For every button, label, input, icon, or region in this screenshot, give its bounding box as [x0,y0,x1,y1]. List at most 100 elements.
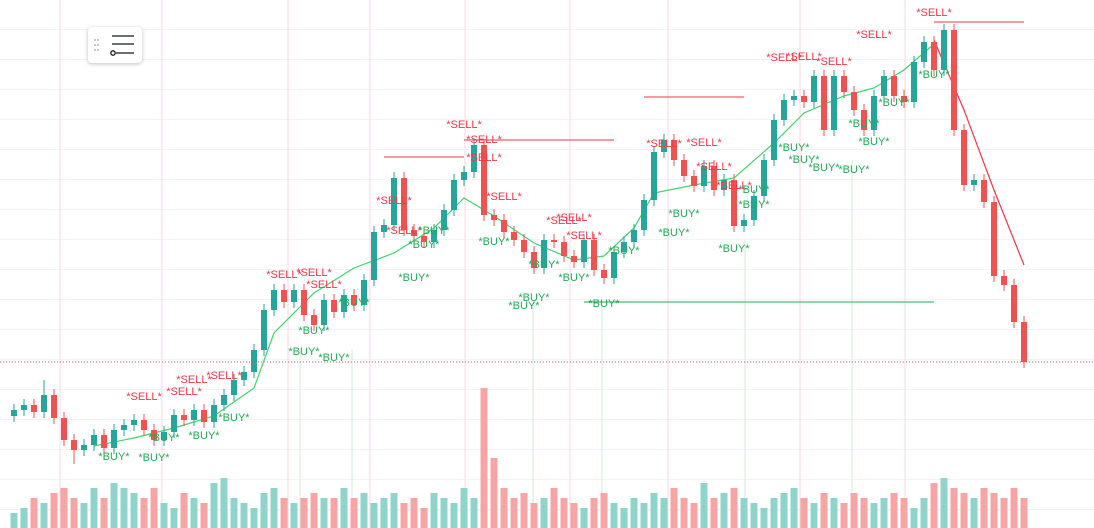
signal-label: *BUY* [338,297,370,309]
candle-body [331,300,337,312]
signal-label: *BUY* [298,325,330,337]
candle-body [671,140,677,160]
signal-label: *SELL* [466,152,502,164]
signal-label: *SELL* [466,134,502,146]
candle-body [211,405,217,422]
candle-body [131,420,137,425]
signal-label: *SELL* [816,56,852,68]
signal-label: *BUY* [738,184,770,196]
candle-body [321,300,327,325]
volume-bar [920,498,928,528]
volume-bar [760,508,768,528]
candle-body [201,410,207,422]
candle-body [871,96,877,130]
volume-bar [690,503,698,528]
signal-label: *SELL* [206,370,242,382]
candle-body [371,232,377,280]
candle-body [1011,285,1017,322]
volume-bar [1010,488,1018,528]
candle-body [351,295,357,305]
candle-body [541,240,547,268]
candle-body [791,96,797,100]
candle-body [931,42,937,70]
signal-label: *BUY* [98,451,130,463]
volume-bar [400,503,408,528]
candle-body [261,310,267,350]
signal-label: *BUY* [418,225,450,237]
candle-body [221,395,227,405]
signal-label: *BUY* [528,259,560,271]
volume-bar [30,498,38,528]
volume-bar [980,488,988,528]
candle-body [681,160,687,176]
signal-label: *BUY* [508,300,540,312]
signal-label: *SELL* [486,191,522,203]
candle-body [771,120,777,160]
candle-body [751,196,757,220]
volume-bar [130,493,138,528]
legend-toggle[interactable] [88,27,142,63]
candle-body [31,405,37,412]
signal-label: *SELL* [696,161,732,173]
volume-bar [590,498,598,528]
candle-body [631,230,637,242]
candle-body [41,395,47,412]
volume-bar [930,483,938,528]
candle-body [841,76,847,92]
volume-bar [910,508,918,528]
volume-bar [80,503,88,528]
candle-body [11,410,17,416]
signal-label: *SELL* [546,215,582,227]
signal-label: *SELL* [646,138,682,150]
volume-bar [250,508,258,528]
volume-bar [990,493,998,528]
candle-body [941,30,947,70]
candle-body [611,252,617,278]
volume-bar [120,488,128,528]
volume-bar [830,498,838,528]
volume-bar [360,493,368,528]
candle-body [711,166,717,190]
volume-bar [290,503,298,528]
candle-body [281,290,287,302]
volume-bar [110,483,118,528]
candle-body [71,440,77,450]
candle-body [451,180,457,210]
candle-body [911,62,917,102]
signal-label: *BUY* [858,136,890,148]
volume-bar [780,493,788,528]
volume-bar [350,498,358,528]
session-lines [59,0,906,528]
volume-bar [100,498,108,528]
candle-body [191,410,197,420]
candle-body [161,432,167,440]
volume-bar [740,498,748,528]
volume-bar [330,498,338,528]
candle-body [441,210,447,230]
volume-bar [1000,498,1008,528]
candle-body [601,270,607,278]
candle-body [521,240,527,252]
candle-body [511,232,517,240]
signal-label: *SELL* [686,137,722,149]
volume-bar [500,488,508,528]
candle-body [741,220,747,226]
volume-bar [270,488,278,528]
candle-body [851,92,857,110]
candle-body [591,240,597,270]
signal-label: *BUY* [408,239,440,251]
candle-body [551,240,557,242]
volume-bar [540,498,548,528]
volume-bar [610,503,618,528]
volume-bar [750,503,758,528]
volume-bar [450,503,458,528]
volume-bar [810,503,818,528]
candle-body [91,435,97,445]
volume-bar [970,498,978,528]
candle-body [891,76,897,96]
volume-bar [170,508,178,528]
volume-bar [560,498,568,528]
candle-body [701,166,707,186]
volume-bar [800,498,808,528]
signal-label: *BUY* [588,298,620,310]
